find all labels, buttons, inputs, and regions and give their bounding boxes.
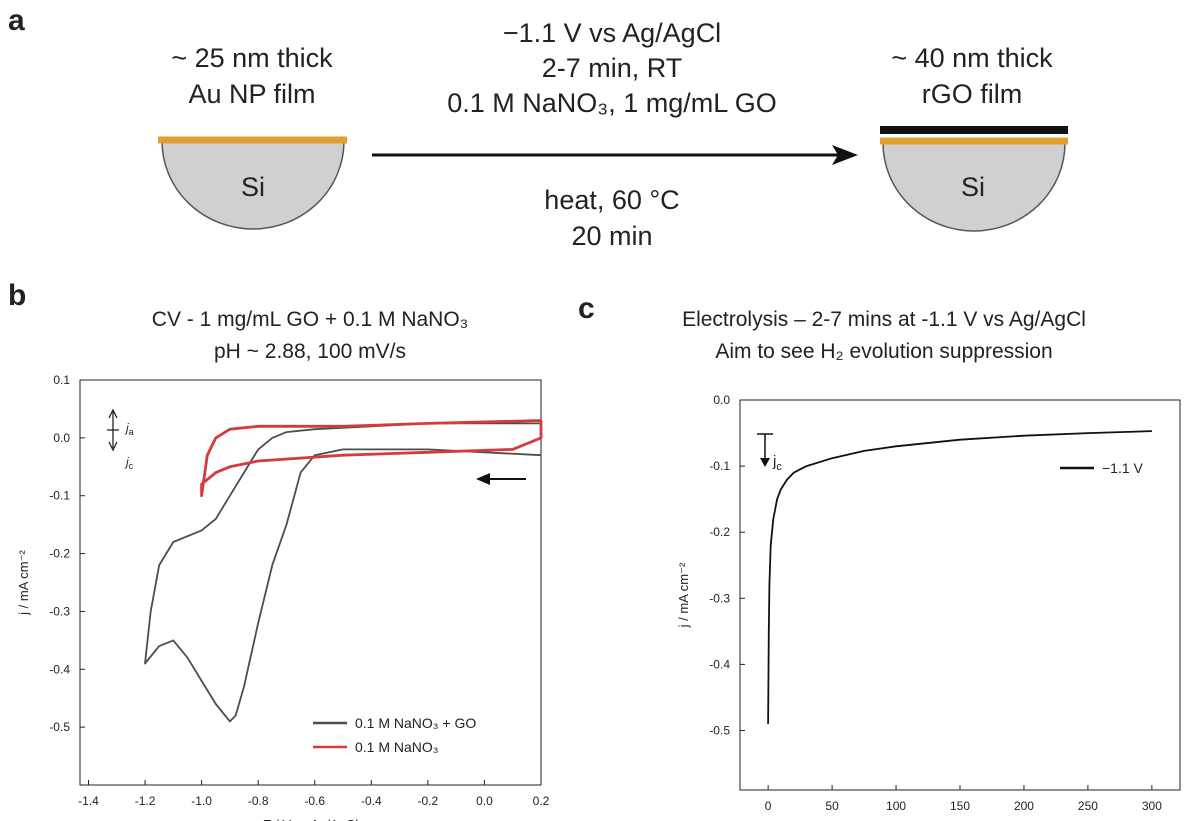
y-tick-label: -0.4 [49, 662, 70, 676]
y-tick-label: -0.1 [49, 489, 70, 503]
y-tick-label: -0.3 [49, 604, 70, 618]
x-tick-label: 200 [1014, 799, 1034, 813]
data-line [200, 419, 543, 498]
x-tick-label: 100 [886, 799, 906, 813]
x-tick-label: 300 [1142, 799, 1162, 813]
legend-label: −1.1 V [1102, 460, 1144, 476]
x-tick-label: -0.6 [304, 794, 325, 808]
y-tick-label: 0.1 [53, 373, 70, 387]
x-tick-label: -1.0 [191, 794, 212, 808]
x-tick-label: 0.0 [476, 794, 493, 808]
chart-subtitle: pH ~ 2.88, 100 mV/s [214, 340, 406, 363]
y-tick-label: -0.2 [49, 547, 70, 561]
x-tick-label: -0.4 [361, 794, 382, 808]
chart-title: Electrolysis – 2-7 mins at -1.1 V vs Ag/… [682, 308, 1086, 331]
annotation: ja jc [107, 408, 526, 485]
y-tick-label: 0.0 [53, 431, 70, 445]
condition: 2-7 min, RT [542, 53, 683, 83]
condition: heat, 60 °C [544, 185, 679, 215]
substrate [882, 142, 1066, 232]
plot-frame [79, 379, 542, 786]
x-tick-label: -1.4 [78, 794, 99, 808]
y-tick-label: -0.1 [709, 459, 730, 473]
plot-frame [739, 399, 1181, 791]
chart-title: CV - 1 mg/mL GO + 0.1 M NaNO₃ [152, 308, 468, 331]
legend-label: 0.1 M NaNO₃ + GO [355, 715, 476, 731]
arrow-head [832, 145, 858, 165]
x-tick-label: -0.2 [418, 794, 439, 808]
x-tick-label: 0 [765, 799, 772, 813]
panel-label: a [8, 4, 25, 37]
scheme-label: ~ 40 nm thick [891, 43, 1053, 73]
data-line [767, 430, 1152, 724]
x-tick-label: 0.2 [533, 794, 550, 808]
scheme-label: rGO film [922, 79, 1023, 109]
y-tick-label: 0.0 [713, 393, 730, 407]
y-tick-label: -0.4 [709, 657, 730, 671]
scheme-label: ~ 25 nm thick [171, 43, 333, 73]
y-tick-label: -0.3 [709, 591, 730, 605]
chart-subtitle: Aim to see H₂ evolution suppression [715, 340, 1052, 363]
annotation-label: ja [124, 421, 134, 437]
legend-label: 0.1 M NaNO₃ [355, 739, 439, 755]
x-tick-label: 50 [825, 799, 839, 813]
y-axis-label: j / mA cm⁻² [16, 550, 31, 616]
annotation-label: jc [124, 455, 134, 471]
x-tick-label: 250 [1078, 799, 1098, 813]
y-tick-label: -0.5 [49, 720, 70, 734]
annotation: jc [757, 433, 782, 473]
x-tick-label: -1.2 [135, 794, 156, 808]
condition: 20 min [571, 221, 652, 251]
annotation-label: jc [772, 453, 782, 473]
scheme-label: Au NP film [188, 79, 315, 109]
substrate-label: Si [241, 172, 265, 202]
panel-label: b [8, 279, 26, 312]
x-tick-label: -0.8 [248, 794, 269, 808]
y-axis-label: j / mA cm⁻² [676, 562, 691, 628]
y-tick-label: -0.5 [709, 724, 730, 738]
condition: −1.1 V vs Ag/AgCl [503, 18, 721, 48]
y-tick-label: -0.2 [709, 525, 730, 539]
data-line [144, 422, 542, 723]
panel-label: c [578, 292, 595, 325]
condition: 0.1 M NaNO₃, 1 mg/mL GO [447, 88, 777, 118]
x-tick-label: 150 [950, 799, 970, 813]
x-axis-label: E / V vs Ag/AgCl [263, 817, 358, 821]
substrate-label: Si [961, 172, 985, 202]
substrate [161, 140, 345, 230]
